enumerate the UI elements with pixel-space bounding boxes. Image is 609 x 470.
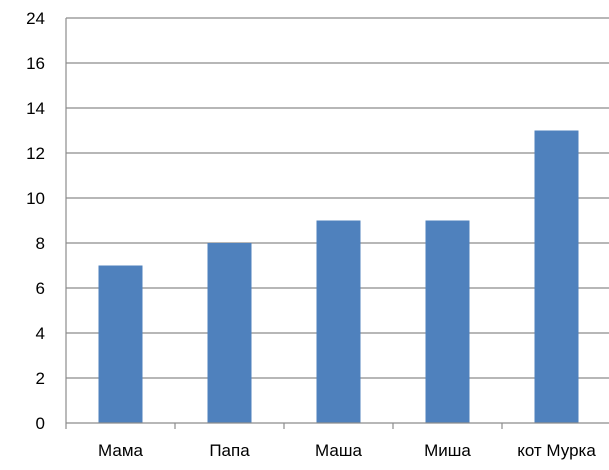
bar-4 (425, 220, 470, 423)
x-category-label: Папа (209, 441, 250, 460)
y-tick-label: 8 (36, 234, 45, 253)
x-category-label: Мама (98, 441, 143, 460)
y-tick-label: 4 (36, 324, 45, 343)
bar-5 (534, 130, 579, 423)
y-tick-label: 0 (36, 414, 45, 433)
y-tick-label: 12 (26, 144, 45, 163)
y-tick-label: 24 (26, 9, 45, 28)
bar-3 (316, 220, 361, 423)
bar-2 (207, 243, 252, 423)
gridlines (66, 17, 609, 379)
y-tick-label: 2 (36, 369, 45, 388)
x-category-label: Миша (424, 441, 471, 460)
y-tick-label: 6 (36, 279, 45, 298)
y-tick-label: 16 (26, 54, 45, 73)
x-category-label: кот Мурка (517, 441, 596, 460)
x-category-label: Маша (315, 441, 362, 460)
y-tick-label: 14 (26, 99, 45, 118)
bar-1 (98, 265, 143, 423)
bars (98, 130, 579, 423)
y-tick-label: 10 (26, 189, 45, 208)
x-category-labels: Мама Папа Маша Миша кот Мурка (98, 441, 596, 460)
axes (65, 18, 609, 429)
